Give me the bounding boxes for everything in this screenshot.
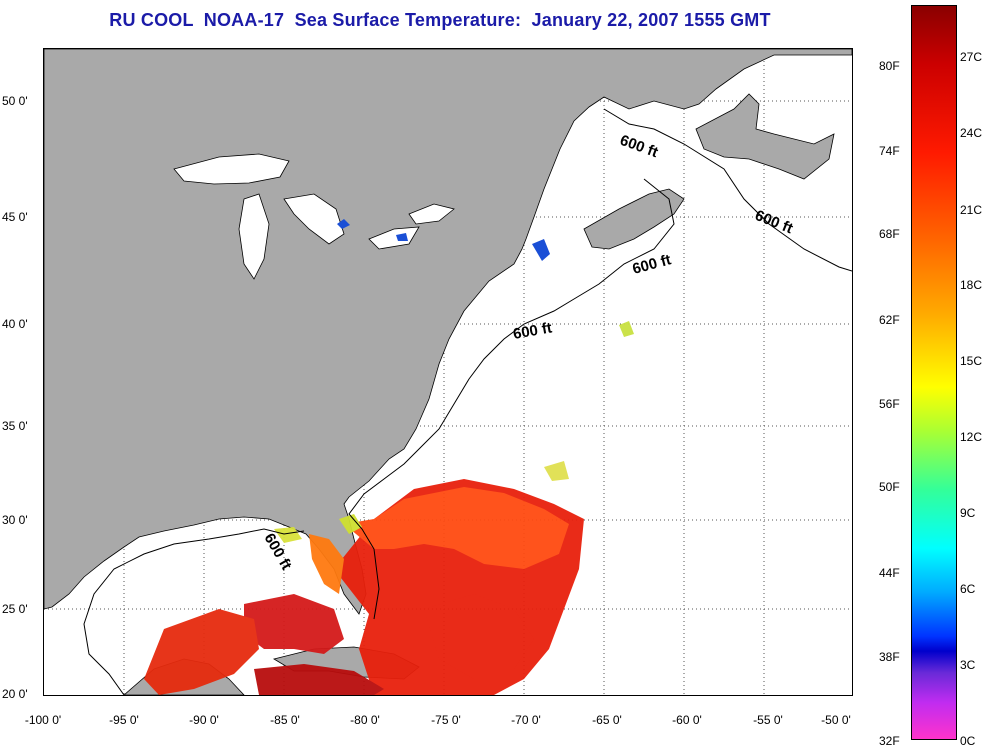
- x-tick-label: -100 0': [24, 713, 62, 727]
- cold-patch: [532, 239, 550, 261]
- x-tick-label: -60 0': [672, 713, 702, 727]
- contour-label: 600 ft: [512, 319, 554, 343]
- colorbar-c-label: 18C: [960, 278, 983, 292]
- y-tick-label: 35 0': [2, 419, 28, 433]
- x-tick-label: -95 0': [109, 713, 139, 727]
- x-tick-label: -50 0': [821, 713, 851, 727]
- x-tick-label: -70 0': [511, 713, 541, 727]
- x-tick-label: -85 0': [270, 713, 300, 727]
- sst-map: 600 ft 600 ft 600 ft 600 ft 600 ft: [43, 48, 853, 696]
- colorbar-f-label: 32F: [879, 734, 900, 748]
- colorbar-c-label: 12C: [960, 430, 983, 444]
- contour-label: 600 ft: [753, 207, 796, 237]
- y-tick-label: 25 0': [2, 602, 28, 616]
- x-tick-label: -90 0': [189, 713, 219, 727]
- land-newfoundland: [695, 93, 835, 180]
- x-tick-label: -80 0': [350, 713, 380, 727]
- colorbar-c-label: 24C: [960, 126, 983, 140]
- y-tick-label: 40 0': [2, 317, 28, 331]
- colorbar-f-label: 62F: [879, 313, 900, 327]
- colorbar-f-label: 80F: [879, 59, 900, 73]
- colorbar-f-label: 38F: [879, 650, 900, 664]
- cold-patch: [337, 219, 350, 229]
- y-tick-label: 30 0': [2, 513, 28, 527]
- y-tick-label: 45 0': [2, 210, 28, 224]
- color-scale-bar: [911, 5, 957, 740]
- colorbar-f-label: 44F: [879, 566, 900, 580]
- colorbar-c-label: 15C: [960, 354, 983, 368]
- land-north-america: [44, 49, 852, 615]
- x-tick-label: -65 0': [592, 713, 622, 727]
- x-tick-label: -75 0': [431, 713, 461, 727]
- land-nova-scotia: [583, 188, 685, 250]
- cold-patch: [396, 233, 408, 241]
- sst-data: [144, 321, 634, 695]
- contour-600ft: [83, 108, 852, 695]
- colorbar-c-label: 9C: [960, 506, 976, 520]
- colorbar-c-label: 27C: [960, 50, 983, 64]
- colorbar-c-label: 21C: [960, 203, 983, 217]
- x-tick-label: -55 0': [753, 713, 783, 727]
- great-lakes: [173, 153, 455, 280]
- colorbar-c-label: 6C: [960, 582, 976, 596]
- colorbar-f-label: 56F: [879, 397, 900, 411]
- map-title: RU COOL NOAA-17 Sea Surface Temperature:…: [109, 10, 771, 30]
- contour-label: 600 ft: [631, 251, 673, 278]
- colorbar-f-label: 74F: [879, 144, 900, 158]
- contour-label: 600 ft: [618, 132, 661, 161]
- colorbar-c-label: 3C: [960, 658, 976, 672]
- colorbar-c-label: 0C: [960, 734, 976, 748]
- y-tick-label: 20 0': [2, 687, 28, 701]
- colorbar-f-label: 68F: [879, 227, 900, 241]
- y-tick-label: 50 0': [2, 94, 28, 108]
- colorbar-f-label: 50F: [879, 480, 900, 494]
